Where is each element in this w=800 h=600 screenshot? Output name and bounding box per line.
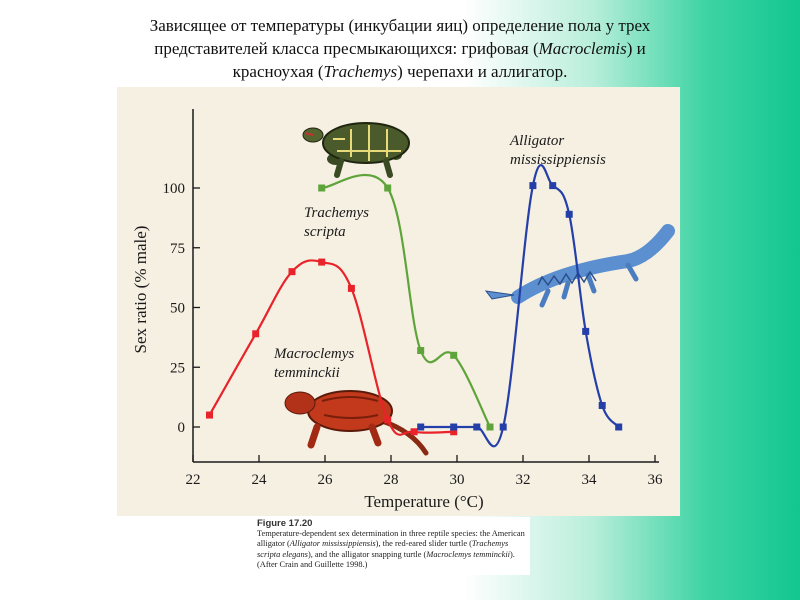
x-tick-label: 34 — [582, 472, 598, 488]
data-point — [417, 347, 425, 355]
slide-title-line-1: Зависящее от температуры (инкубации яиц)… — [149, 16, 651, 35]
series-line — [420, 164, 620, 448]
y-tick-label: 75 — [170, 241, 185, 257]
title-text: ) и — [626, 39, 646, 58]
data-point — [410, 428, 418, 436]
data-point — [318, 184, 326, 192]
x-tick-label: 32 — [516, 472, 531, 488]
caption-species: Alligator mississippiensis — [289, 539, 376, 549]
series-line — [321, 173, 491, 428]
series-label-line-2: scripta — [304, 224, 346, 240]
data-point — [384, 184, 392, 192]
x-tick-label: 22 — [186, 472, 201, 488]
y-tick-label: 25 — [170, 360, 185, 376]
data-point — [549, 182, 557, 190]
snapping-turtle-illustration — [284, 390, 429, 456]
data-point — [450, 428, 458, 436]
data-point — [252, 330, 260, 338]
caption-text: ). (After Crain and Guillette 1998.) — [257, 549, 515, 570]
title-species-trachemys: Trachemys — [323, 62, 398, 81]
data-point — [417, 423, 425, 431]
data-point — [384, 416, 392, 424]
data-point — [598, 401, 606, 409]
data-point — [288, 268, 296, 276]
caption-title: Figure 17.20 — [257, 518, 313, 529]
data-point — [318, 258, 326, 266]
x-tick-label: 36 — [648, 472, 664, 488]
data-point — [565, 210, 573, 218]
title-species-macroclemis: Macroclemis — [538, 39, 627, 58]
caption-text: ), the red-eared slider turtle ( — [375, 539, 472, 549]
chart-layer: 0 25 50 75 100 22 24 26 28 30 32 34 36 Temperature (°… — [131, 109, 663, 511]
series-label-line-1: Macroclemys — [273, 346, 354, 362]
slide-title-line-3: красноухая (Trachemys) черепахи и аллига… — [60, 60, 740, 83]
data-point — [347, 284, 355, 292]
data-point — [450, 351, 458, 359]
title-text: представителей класса пресмыкающихся: гр… — [154, 39, 539, 58]
y-tick-label: 100 — [163, 181, 186, 197]
series-label-line-1: Trachemys — [304, 205, 369, 221]
x-tick-label: 30 — [450, 472, 465, 488]
caption-text: Temperature-dependent sex determination … — [257, 529, 525, 549]
x-tick-label: 28 — [384, 472, 399, 488]
x-axis-title: Temperature (°C) — [364, 492, 483, 511]
caption-text: ), and the alligator snapping turtle ( — [307, 549, 427, 559]
data-point — [206, 411, 213, 419]
title-text: красноухая ( — [232, 62, 324, 81]
data-point — [529, 182, 537, 190]
x-tick-label: 26 — [318, 472, 334, 488]
series-label-line-1: Alligator — [509, 133, 564, 149]
caption-species: Trachemys scripta elegans — [257, 539, 509, 559]
alligator-illustration — [484, 224, 675, 308]
y-tick-label: 0 — [178, 420, 186, 436]
caption-species: Macroclemys temminckii — [426, 549, 510, 559]
sex-ratio-chart: 0 25 50 75 100 22 24 26 28 30 32 34 36 Temperature (°… — [131, 109, 675, 511]
data-point — [499, 423, 507, 431]
y-tick-label: 50 — [170, 301, 185, 317]
data-point — [473, 423, 481, 431]
slide-title-line-2: представителей класса пресмыкающихся: гр… — [60, 37, 740, 60]
data-point — [582, 327, 590, 335]
slide-title: Зависящее от температуры (инкубации яиц)… — [60, 14, 740, 83]
data-point — [486, 423, 494, 431]
figure-caption: Figure 17.20 Temperature-dependent sex d… — [254, 517, 530, 575]
data-point — [450, 423, 458, 431]
figure-panel: 0 25 50 75 100 22 24 26 28 30 32 34 36 Temperature (°… — [117, 87, 680, 516]
series-label-line-2: mississippiensis — [510, 152, 606, 168]
y-axis-title: Sex ratio (% male) — [131, 226, 150, 354]
title-text: ) черепахи и аллигатор. — [397, 62, 568, 81]
slider-turtle-illustration — [302, 122, 410, 178]
data-point — [615, 423, 623, 431]
x-tick-label: 24 — [252, 472, 268, 488]
series-label-line-2: temminckii — [274, 365, 340, 381]
